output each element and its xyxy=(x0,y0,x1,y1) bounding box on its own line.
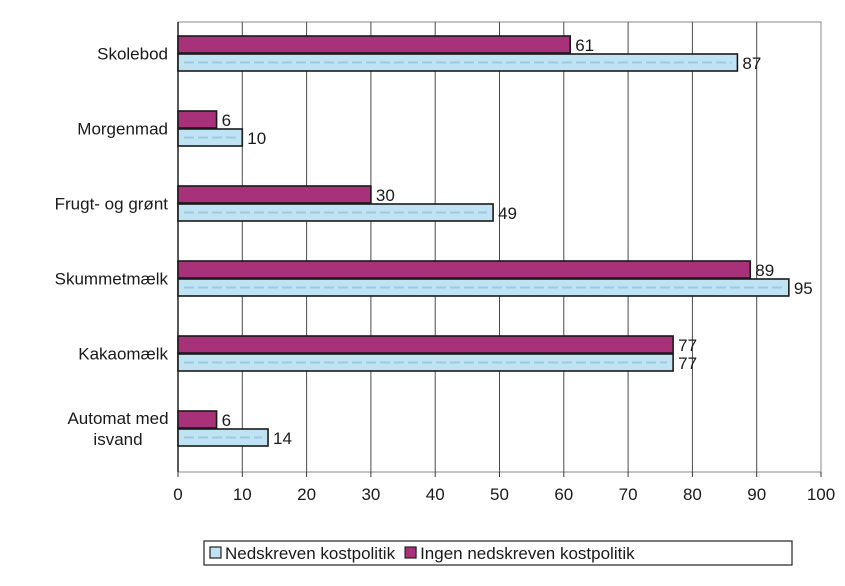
data-label: 61 xyxy=(575,36,594,55)
bar xyxy=(177,203,494,222)
grid-lines xyxy=(177,21,822,473)
data-label: 49 xyxy=(498,204,517,223)
data-label: 87 xyxy=(742,54,761,73)
x-tick-label: 0 xyxy=(173,485,182,504)
x-tick-label: 40 xyxy=(426,485,445,504)
x-tick-label: 30 xyxy=(361,485,380,504)
bar xyxy=(177,428,269,447)
bar xyxy=(177,260,752,279)
category-label: Frugt- og grønt xyxy=(55,195,169,214)
x-tick-label: 70 xyxy=(619,485,638,504)
legend: Nedskreven kostpolitik Ingen nedskreven k… xyxy=(203,540,793,566)
bar xyxy=(177,128,244,147)
bar xyxy=(177,110,218,129)
x-tick-label: 10 xyxy=(233,485,252,504)
legend-swatch xyxy=(209,546,222,559)
category-label: Skolebod xyxy=(97,45,168,64)
x-tick-label: 50 xyxy=(490,485,509,504)
category-label: Automat med xyxy=(67,409,168,428)
category-label: Morgenmad xyxy=(77,120,168,139)
x-tick-label: 20 xyxy=(297,485,316,504)
x-tick-label: 90 xyxy=(747,485,766,504)
bars xyxy=(177,35,790,447)
labels: Skolebod 61 87 Morgenmad 6 10 Frugt- og grønt 3… xyxy=(55,36,813,449)
legend-label: Nedskreven kostpolitik xyxy=(225,544,396,563)
bar xyxy=(177,185,372,204)
data-label: 14 xyxy=(273,429,292,448)
bar xyxy=(177,35,572,54)
bar xyxy=(177,335,674,354)
x-tick-label: 100 xyxy=(807,485,835,504)
x-tick-label: 80 xyxy=(683,485,702,504)
category-label: Skummetmælk xyxy=(55,270,169,289)
category-label: Kakaomælk xyxy=(78,345,168,364)
legend-label: Ingen nedskreven kostpolitik xyxy=(420,544,635,563)
bar xyxy=(177,410,218,429)
category-label: isvand xyxy=(93,430,142,449)
data-label: 77 xyxy=(678,336,697,355)
data-label: 89 xyxy=(755,261,774,280)
data-label: 10 xyxy=(247,129,266,148)
legend-swatch xyxy=(404,546,417,559)
axes: 0 10 20 30 40 50 60 70 80 90 100 xyxy=(173,22,835,504)
legend-box xyxy=(203,540,793,566)
data-label: 6 xyxy=(222,111,231,130)
x-tick-label: 60 xyxy=(554,485,573,504)
data-label: 6 xyxy=(222,411,231,430)
data-label: 30 xyxy=(376,186,395,205)
data-label: 77 xyxy=(678,354,697,373)
data-label: 95 xyxy=(794,279,813,298)
